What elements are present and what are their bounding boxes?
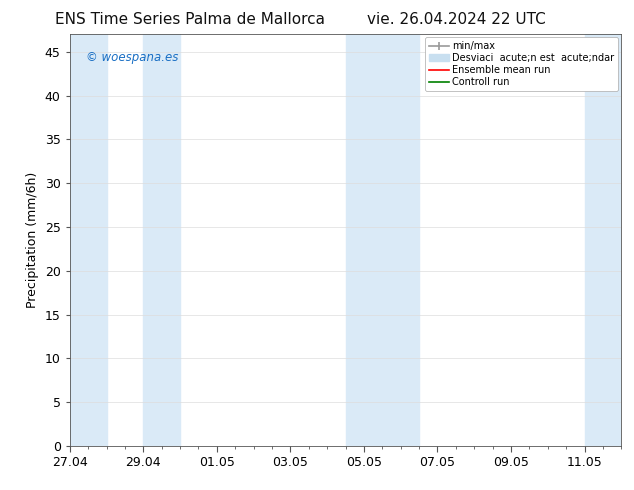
Y-axis label: Precipitation (mm/6h): Precipitation (mm/6h)	[26, 172, 39, 308]
Bar	[143, 34, 180, 446]
Legend: min/max, Desviaci  acute;n est  acute;ndar, Ensemble mean run, Controll run: min/max, Desviaci acute;n est acute;ndar…	[425, 37, 618, 91]
Text: ENS Time Series Palma de Mallorca: ENS Time Series Palma de Mallorca	[55, 12, 325, 27]
Bar	[70, 34, 107, 446]
Bar	[585, 34, 621, 446]
Text: vie. 26.04.2024 22 UTC: vie. 26.04.2024 22 UTC	[367, 12, 546, 27]
Text: © woespana.es: © woespana.es	[86, 51, 179, 64]
Bar	[346, 34, 419, 446]
